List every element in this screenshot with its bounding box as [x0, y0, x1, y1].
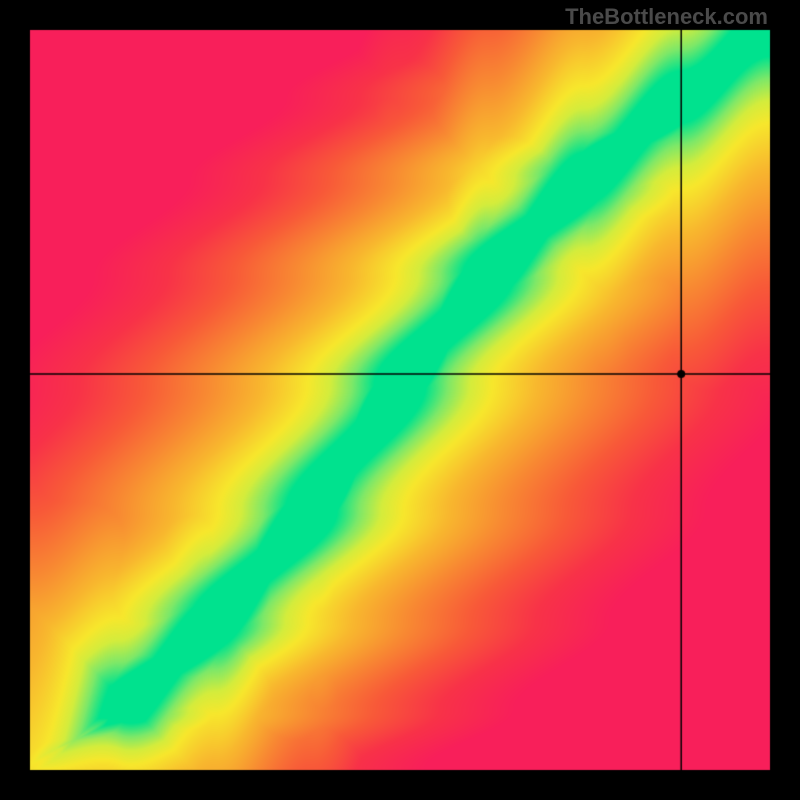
watermark-text: TheBottleneck.com: [565, 4, 768, 30]
bottleneck-heatmap: [0, 0, 800, 800]
